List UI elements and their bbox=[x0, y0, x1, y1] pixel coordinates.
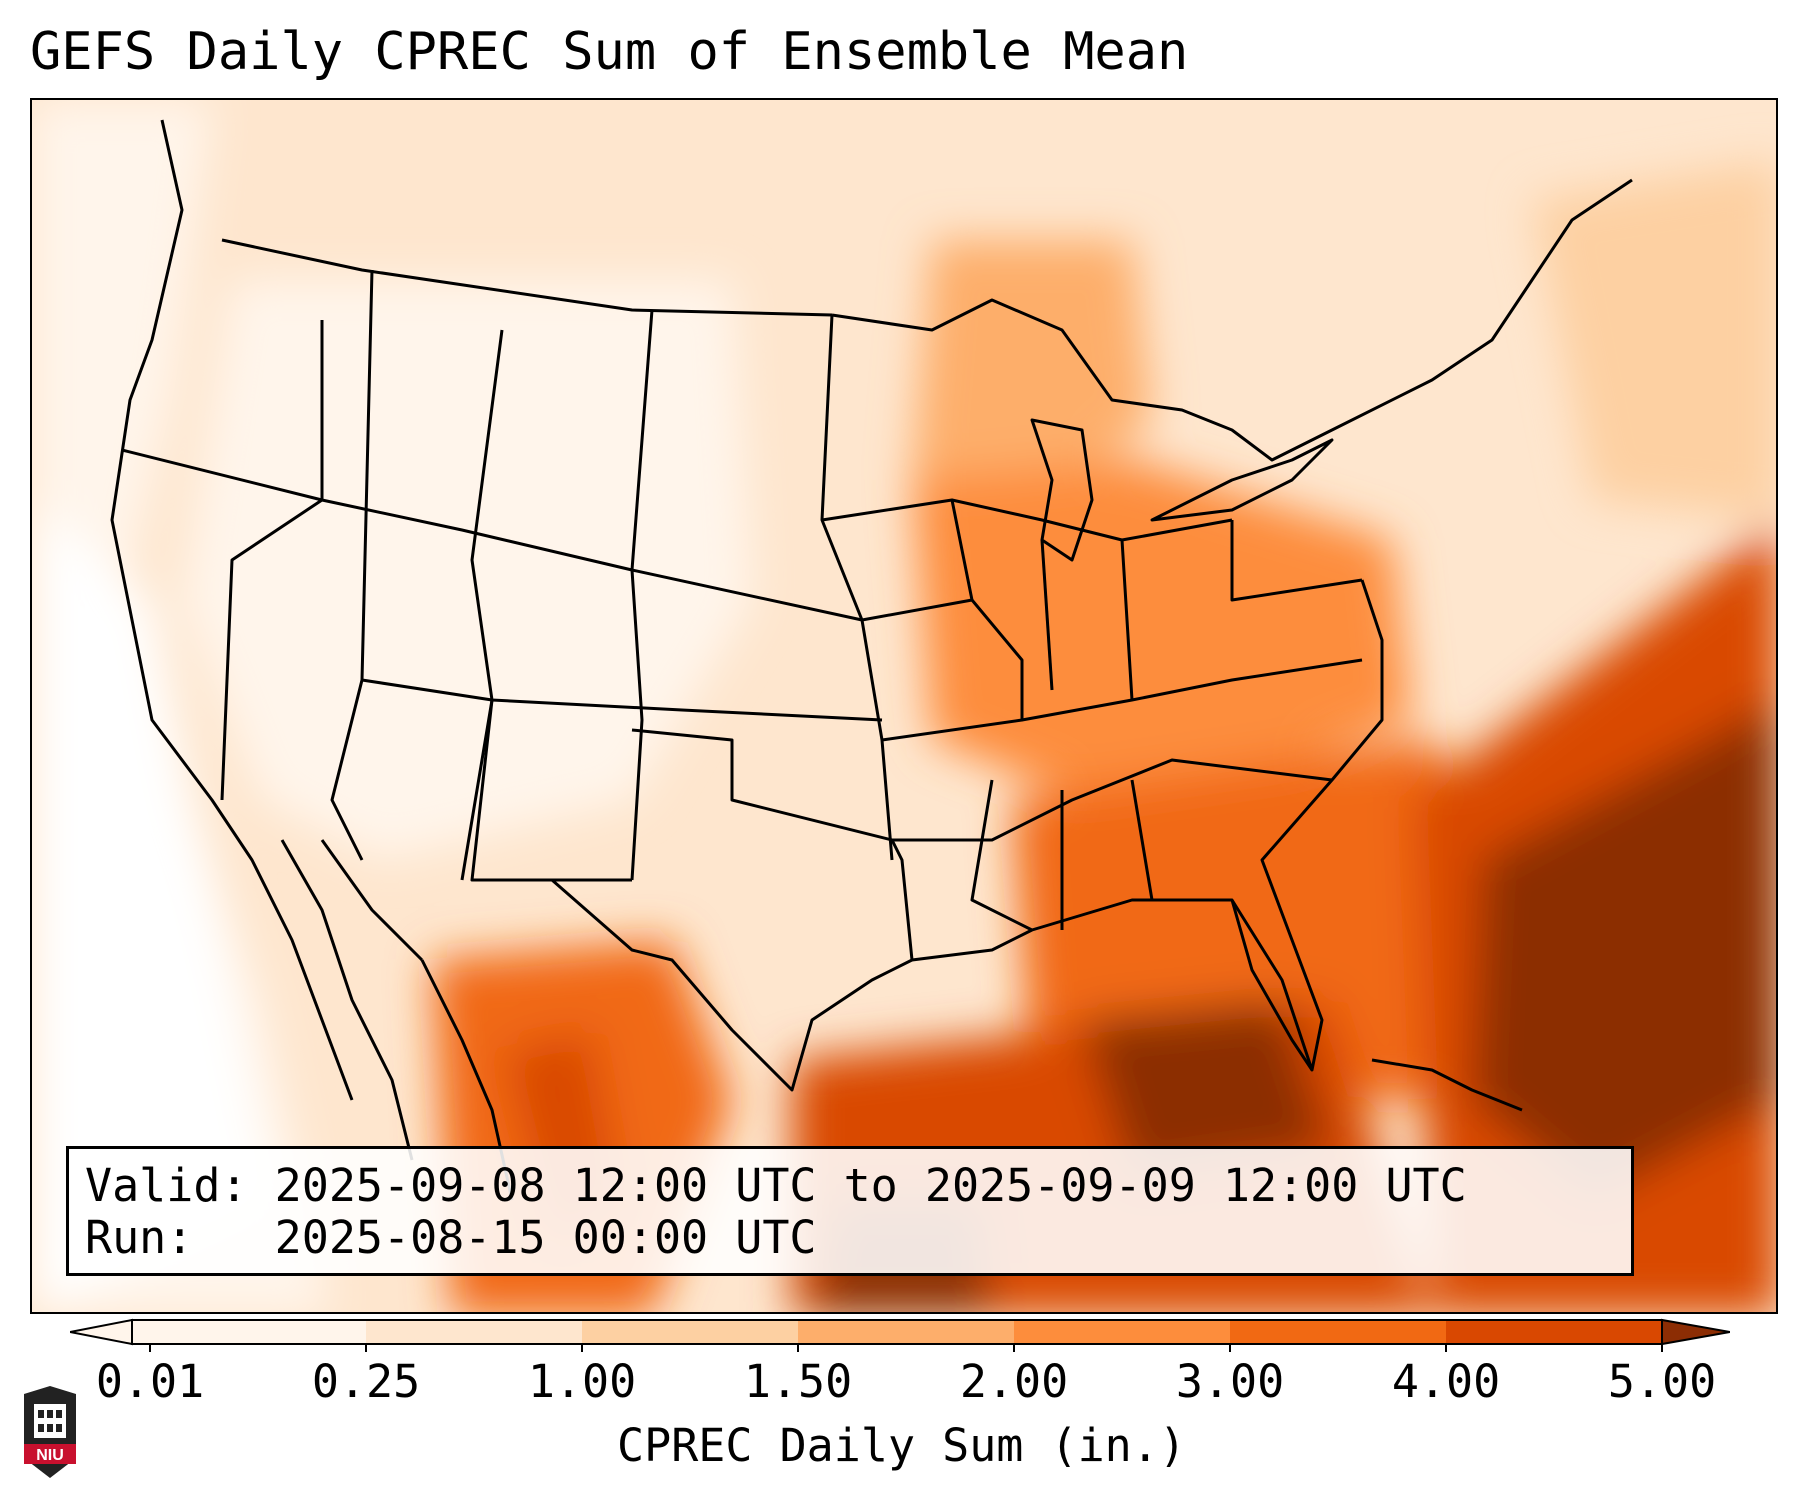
colorbar-tick-label: 1.50 bbox=[743, 1355, 853, 1408]
logo-text: NIU bbox=[36, 1447, 64, 1464]
valid-value: 2025-09-08 12:00 UTC to 2025-09-09 12:00… bbox=[274, 1159, 1467, 1212]
run-value: 2025-08-15 00:00 UTC bbox=[274, 1211, 817, 1264]
precipitation-map bbox=[30, 98, 1778, 1314]
map-title: GEFS Daily CPREC Sum of Ensemble Mean bbox=[30, 22, 1189, 82]
colorbar-tick-label: 2.00 bbox=[959, 1355, 1069, 1408]
colorbar-segment bbox=[798, 1320, 1014, 1344]
colorbar-tick-label: 0.01 bbox=[95, 1355, 205, 1408]
logo-band bbox=[24, 1444, 76, 1464]
colorbar-max-arrow bbox=[1661, 1318, 1730, 1346]
boundaries bbox=[110, 119, 1633, 1201]
colorbar-segment bbox=[1446, 1320, 1662, 1344]
valid-line: Valid: 2025-09-08 12:00 UTC to 2025-09-0… bbox=[85, 1161, 1467, 1211]
colorbar-tick-label: 3.00 bbox=[1175, 1355, 1285, 1408]
validity-info-box: Valid: 2025-09-08 12:00 UTC to 2025-09-0… bbox=[66, 1146, 1634, 1276]
valid-label: Valid: bbox=[85, 1159, 248, 1212]
logo-building bbox=[34, 1404, 66, 1438]
colorbar-tick-label: 1.00 bbox=[527, 1355, 637, 1408]
run-label: Run: bbox=[85, 1211, 194, 1264]
colorbar-tick-label: 5.00 bbox=[1607, 1355, 1717, 1408]
colorbar-tick-label: 4.00 bbox=[1391, 1355, 1501, 1408]
run-line: Run: 2025-08-15 00:00 UTC bbox=[85, 1213, 817, 1263]
niu-logo: NIU bbox=[24, 1386, 76, 1478]
colorbar-segment bbox=[366, 1320, 582, 1344]
colorbar-segment bbox=[132, 1320, 150, 1344]
colorbar-segment bbox=[1230, 1320, 1446, 1344]
colorbar-segments bbox=[131, 1319, 1663, 1345]
colorbar-tick-label: 0.25 bbox=[311, 1355, 421, 1408]
colorbar-segment bbox=[582, 1320, 798, 1344]
colorbar-min-arrow bbox=[70, 1318, 133, 1346]
colorbar-segment bbox=[1014, 1320, 1230, 1344]
colorbar-ticks bbox=[149, 1344, 1663, 1352]
colorbar bbox=[70, 1318, 1730, 1352]
colorbar-segment bbox=[150, 1320, 366, 1344]
colorbar-title: CPREC Daily Sum (in.) bbox=[617, 1419, 1186, 1472]
map-canvas bbox=[32, 100, 1776, 1312]
